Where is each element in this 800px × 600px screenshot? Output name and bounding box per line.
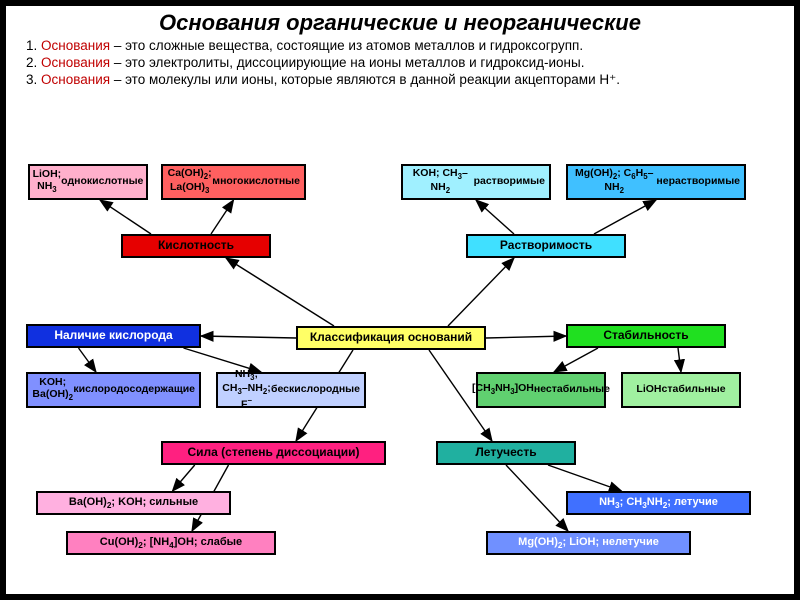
edge-acidity-ca_la (211, 200, 234, 234)
box-oxygen: Наличие кислорода (26, 324, 201, 348)
edge-stability-lioh_stable (678, 348, 681, 372)
box-strength: Сила (степень диссоциации) (161, 441, 386, 465)
box-nh3_noox: NH3; CH3–NH2; F−бескислородные (216, 372, 366, 408)
edge-volatility-volatile (548, 465, 622, 491)
edge-center-stability (486, 336, 566, 338)
definition-line: 3. Основания – это молекулы или ионы, ко… (26, 72, 774, 89)
edge-stability-ch3nh3oh (554, 348, 598, 372)
edge-solubility-mg_c6h5 (594, 200, 656, 234)
edge-strength-strong (173, 465, 195, 491)
definitions-block: 1. Основания – это сложные вещества, сос… (6, 36, 794, 93)
page-title: Основания органические и неорганические (6, 6, 794, 36)
box-acidity: Кислотность (121, 234, 271, 258)
box-weak: Cu(OH)2; [NH4]OH; слабые (66, 531, 276, 555)
box-strong: Ba(OH)2; KOH; сильные (36, 491, 231, 515)
box-mg_c6h5: Mg(OH)2; C6H5–NH2нерастворимые (566, 164, 746, 200)
box-nonvolatile: Mg(OH)2; LiOH; нелетучие (486, 531, 691, 555)
definition-line: 2. Основания – это электролиты, диссоции… (26, 55, 774, 72)
edge-oxygen-koh_baoh (79, 348, 97, 372)
edge-acidity-lioh_nh3 (100, 200, 151, 234)
edge-center-acidity (226, 258, 334, 326)
definition-line: 1. Основания – это сложные вещества, сос… (26, 38, 774, 55)
box-lioh_nh3: LiOH; NH3однокислотные (28, 164, 148, 200)
box-volatile: NH3; CH3NH2; летучие (566, 491, 751, 515)
edge-center-solubility (448, 258, 514, 326)
box-koh_ch3nh2: KOH; CH3–NH2растворимые (401, 164, 551, 200)
box-koh_baoh: KOH; Ba(OH)2кислородосодержащие (26, 372, 201, 408)
box-ch3nh3oh: [CH3NH3]OHнестабильные (476, 372, 606, 408)
edge-volatility-nonvolatile (506, 465, 568, 531)
box-volatility: Летучесть (436, 441, 576, 465)
box-lioh_stable: LiOHстабильные (621, 372, 741, 408)
edge-solubility-koh_ch3nh2 (476, 200, 514, 234)
box-stability: Стабильность (566, 324, 726, 348)
box-solubility: Растворимость (466, 234, 626, 258)
box-ca_la: Ca(OH)2; La(OH)3многокислотные (161, 164, 306, 200)
box-center: Классификация оснований (296, 326, 486, 350)
diagram-canvas: Классификация оснований LiOH; NH3однокисл… (6, 156, 794, 594)
diagram-frame: Основания органические и неорганические … (0, 0, 800, 600)
edge-center-oxygen (201, 336, 296, 338)
